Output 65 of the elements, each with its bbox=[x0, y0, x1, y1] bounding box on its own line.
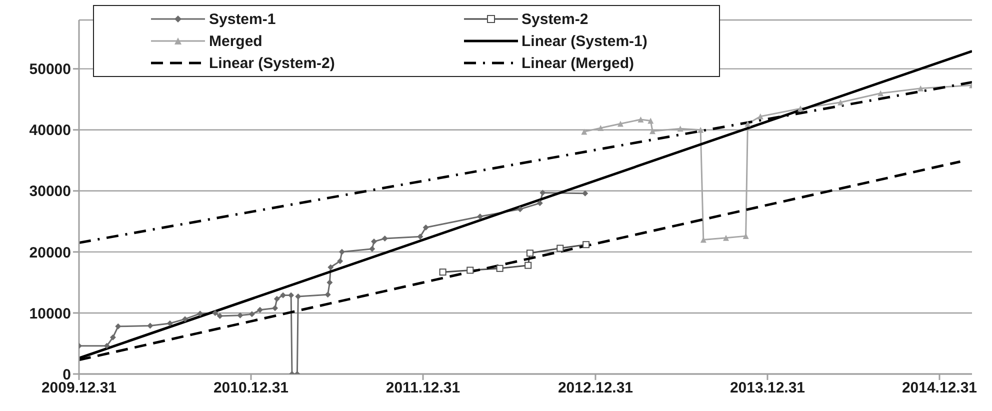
point bbox=[650, 128, 656, 134]
point bbox=[369, 246, 376, 252]
point bbox=[617, 120, 624, 127]
legend-label: Linear (System-1) bbox=[522, 32, 648, 50]
point bbox=[496, 264, 504, 272]
point bbox=[370, 238, 377, 245]
point bbox=[272, 305, 278, 312]
point bbox=[147, 322, 154, 329]
x-tick-label: 2011.12.31 bbox=[386, 380, 460, 397]
point bbox=[581, 128, 588, 135]
point bbox=[536, 200, 543, 206]
point bbox=[524, 262, 532, 269]
x-tick-label: 2014.12.31 bbox=[902, 380, 978, 397]
point bbox=[216, 313, 223, 320]
point bbox=[797, 106, 804, 112]
point bbox=[104, 342, 110, 349]
legend-label: Merged bbox=[209, 32, 262, 50]
point bbox=[838, 99, 844, 106]
point bbox=[337, 258, 344, 264]
x-tick-label: 2010.12.31 bbox=[213, 380, 289, 397]
point bbox=[288, 292, 294, 298]
point bbox=[466, 266, 474, 274]
point bbox=[648, 118, 654, 124]
point bbox=[638, 116, 644, 122]
point bbox=[598, 125, 604, 132]
y-tick-label: 10000 bbox=[29, 305, 71, 322]
point bbox=[326, 279, 333, 286]
point bbox=[698, 126, 704, 133]
x-tick-label: 2012.12.31 bbox=[558, 380, 634, 397]
point bbox=[328, 264, 334, 270]
point bbox=[338, 248, 345, 255]
point bbox=[237, 312, 244, 318]
point bbox=[110, 334, 116, 340]
legend-label: Linear (System-2) bbox=[209, 54, 335, 72]
legend-label: Linear (Merged) bbox=[522, 54, 634, 72]
point bbox=[324, 292, 331, 298]
point bbox=[744, 120, 751, 127]
point bbox=[274, 296, 280, 302]
point bbox=[556, 244, 564, 252]
y-tick-label: 50000 bbox=[29, 61, 71, 78]
point bbox=[723, 234, 730, 241]
point bbox=[439, 268, 446, 276]
point bbox=[212, 310, 218, 316]
point bbox=[477, 214, 484, 220]
y-tick-label: 40000 bbox=[29, 122, 71, 140]
point bbox=[166, 320, 173, 326]
point bbox=[417, 234, 424, 240]
point bbox=[918, 85, 924, 92]
point bbox=[677, 126, 684, 132]
legend-label: System-2 bbox=[522, 10, 588, 28]
x-tick-label: 2013.12.31 bbox=[730, 380, 806, 397]
point bbox=[757, 113, 764, 120]
point bbox=[182, 316, 188, 322]
y-tick-label: 20000 bbox=[29, 244, 71, 262]
point bbox=[382, 236, 388, 242]
point bbox=[582, 190, 588, 196]
point bbox=[256, 306, 263, 313]
y-tick-label: 30000 bbox=[29, 183, 71, 200]
point bbox=[248, 311, 255, 318]
point bbox=[526, 250, 534, 257]
point bbox=[582, 241, 590, 248]
point bbox=[422, 224, 429, 231]
point bbox=[517, 206, 524, 212]
point bbox=[878, 90, 884, 96]
legend-label: System-1 bbox=[209, 10, 276, 28]
